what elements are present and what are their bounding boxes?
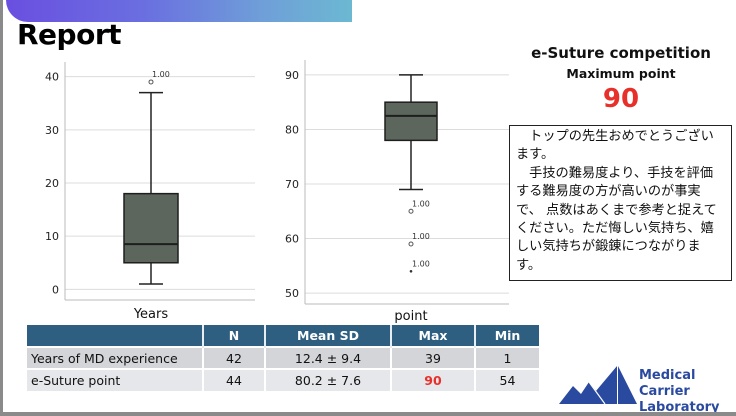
svg-text:20: 20 <box>45 177 59 190</box>
svg-text:1.00: 1.00 <box>412 232 430 241</box>
header-banner <box>6 0 352 22</box>
slide: Report 0 10 20 30 40 1.00 Years 50 60 70 80 90 1.00… <box>3 0 736 412</box>
header-max: Max <box>391 325 476 347</box>
svg-text:30: 30 <box>45 124 59 137</box>
point-boxplot: 50 60 70 80 90 1.00 1.00 1.00 point <box>285 60 509 324</box>
competition-title: e-Suture competition <box>531 44 711 62</box>
congratulations-message: トップの先生おめでとうございます。 手技の難易度より、手技を評価する難易度の方が… <box>509 125 732 281</box>
logo-line1: Medical Carrier <box>639 368 696 399</box>
header-min: Min <box>475 325 539 347</box>
svg-text:1.00: 1.00 <box>152 70 170 79</box>
svg-text:90: 90 <box>285 69 299 82</box>
svg-text:70: 70 <box>285 178 299 191</box>
max-point-value: 90 <box>602 84 640 114</box>
table-row: e-Suture point 44 80.2 ± 7.6 90 54 <box>27 368 539 391</box>
svg-text:point: point <box>394 309 427 324</box>
header-mean-sd: Mean SD <box>265 325 392 347</box>
header-blank <box>27 325 204 347</box>
svg-text:1.00: 1.00 <box>412 199 430 208</box>
cell-max: 39 <box>391 346 476 369</box>
cell-mean-sd: 12.4 ± 9.4 <box>265 346 392 369</box>
svg-text:1.00: 1.00 <box>412 259 430 268</box>
table-row: Years of MD experience 42 12.4 ± 9.4 39 … <box>27 346 539 369</box>
cell-min: 1 <box>475 346 539 369</box>
page-title: Report <box>17 18 122 51</box>
mountain-logo-icon <box>559 366 637 405</box>
svg-text:40: 40 <box>45 71 59 84</box>
cell-n: 42 <box>203 346 266 369</box>
row-label: Years of MD experience <box>27 346 204 369</box>
cell-min: 54 <box>475 368 539 391</box>
svg-text:Years: Years <box>133 307 169 322</box>
table-header-row: N Mean SD Max Min <box>27 325 539 347</box>
svg-text:50: 50 <box>285 287 299 300</box>
cell-mean-sd: 80.2 ± 7.6 <box>265 368 392 391</box>
company-logo: Medical Carrier Laboratory <box>559 364 736 412</box>
svg-text:0: 0 <box>52 283 59 296</box>
header-n: N <box>203 325 266 347</box>
years-boxplot: 0 10 20 30 40 1.00 Years <box>45 62 255 322</box>
logo-line2: Laboratory <box>639 400 720 412</box>
svg-text:10: 10 <box>45 230 59 243</box>
svg-text:80: 80 <box>285 123 299 136</box>
svg-text:60: 60 <box>285 233 299 246</box>
bottom-border <box>0 412 736 416</box>
cell-max: 90 <box>391 368 476 391</box>
row-label: e-Suture point <box>27 368 204 391</box>
logo-text: Medical Carrier Laboratory <box>639 368 736 412</box>
cell-n: 44 <box>203 368 266 391</box>
stats-table: N Mean SD Max Min Years of MD experience… <box>27 325 539 391</box>
max-point-label: Maximum point <box>566 66 676 81</box>
